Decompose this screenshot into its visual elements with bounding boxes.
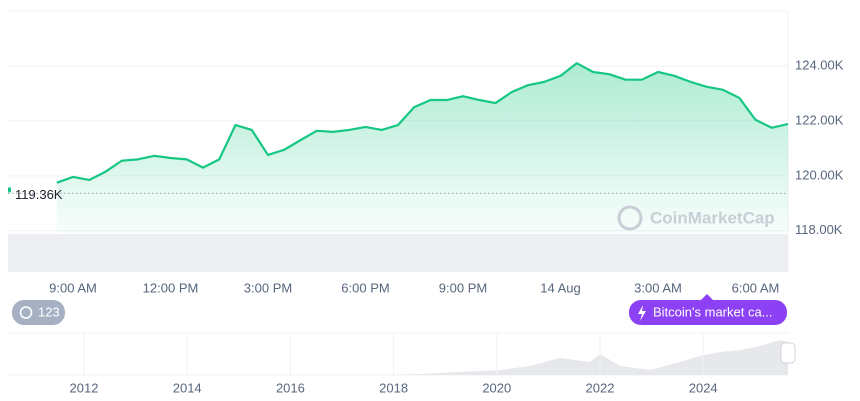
x-tick-label: 9:00 PM: [439, 280, 487, 295]
navigator-label: 2022: [586, 380, 615, 395]
watermark-text: CoinMarketCap: [650, 208, 775, 227]
y-tick-label: 122.00K: [795, 112, 844, 127]
navigator: [8, 332, 796, 376]
navigator-label: 2024: [689, 380, 718, 395]
y-tick-label: 118.00K: [795, 222, 843, 237]
line: [56, 62, 789, 184]
history-badge[interactable]: 123: [12, 300, 65, 325]
reference-marker: [8, 187, 11, 193]
plot: [8, 62, 789, 234]
x-tick-label: 14 Aug: [540, 280, 581, 295]
watermark: CoinMarketCap: [617, 205, 775, 231]
volume-band: [8, 234, 788, 272]
history-count: 123: [38, 304, 60, 319]
y-tick-label: 124.00K: [795, 57, 844, 72]
x-tick-label: 9:00 AM: [49, 280, 97, 295]
area: [56, 63, 788, 234]
event-badge[interactable]: Bitcoin's market ca...: [629, 294, 787, 325]
navigator-label: 2016: [276, 380, 305, 395]
x-tick-label: 6:00 PM: [341, 280, 389, 295]
navigator-label: 2014: [173, 380, 202, 395]
x-tick-label: 3:00 AM: [634, 280, 682, 295]
event-text: Bitcoin's market ca...: [653, 304, 773, 319]
navigator-label: 2020: [482, 380, 511, 395]
reference-label: 119.36K: [15, 187, 63, 202]
x-tick-label: 12:00 PM: [143, 280, 199, 295]
y-tick-label: 120.00K: [795, 167, 844, 182]
x-tick-label: 3:00 PM: [244, 280, 292, 295]
navigator-label: 2012: [70, 380, 99, 395]
navigator-label: 2018: [379, 380, 408, 395]
x-tick-label: 6:00 AM: [732, 280, 780, 295]
